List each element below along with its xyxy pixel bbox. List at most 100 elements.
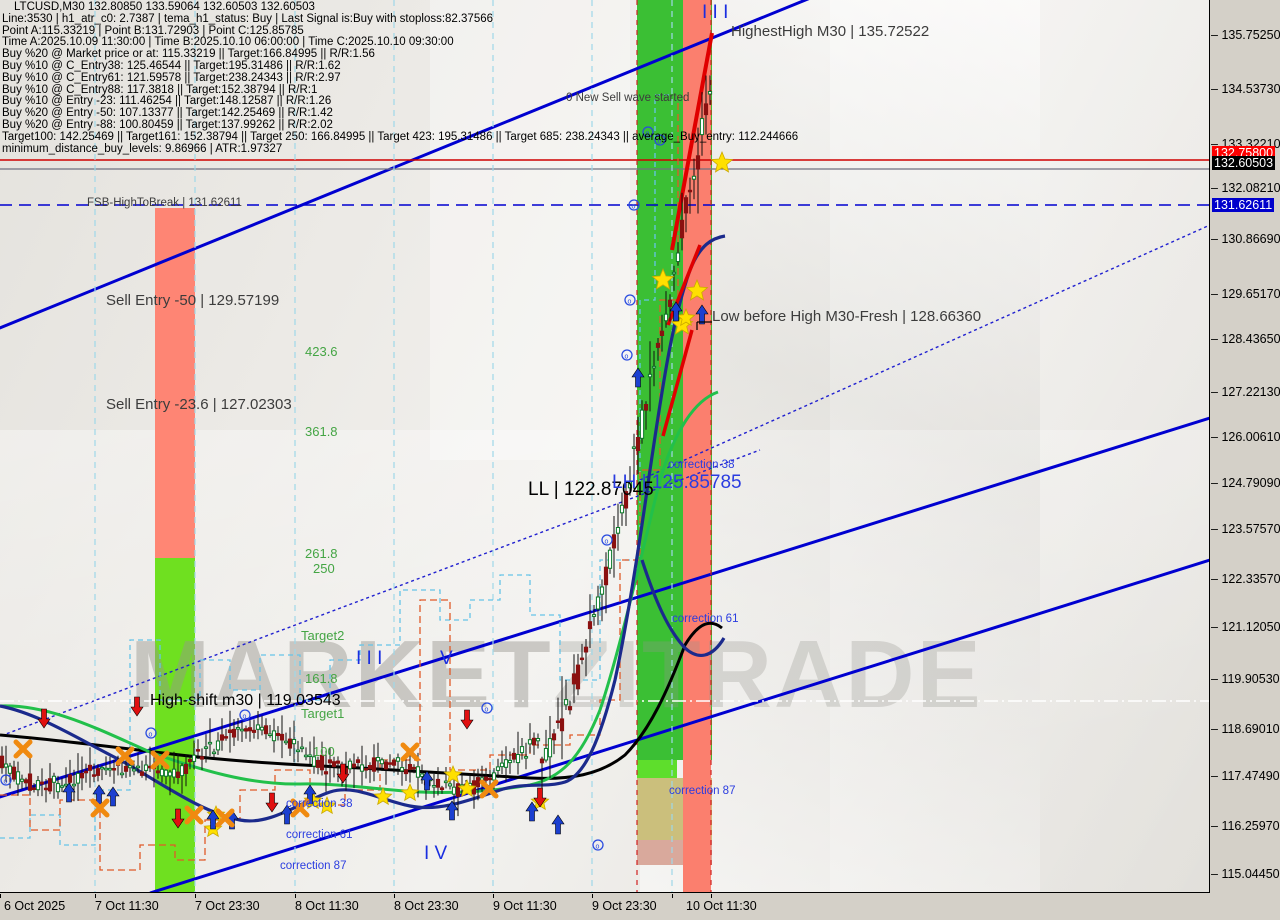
chart-plot-area[interactable]: MARKETZITRADE <box>0 0 1210 893</box>
candle-body <box>211 751 217 755</box>
fractal-circle-label: o <box>4 779 8 786</box>
candle-body <box>123 765 129 772</box>
fib-100-label: 100 <box>313 744 335 759</box>
fractal-circle-marker <box>481 702 493 714</box>
fib-423-label: 423.6 <box>305 344 338 359</box>
cross-marker <box>479 779 499 799</box>
fractal-circle-label: o <box>646 131 650 138</box>
candle-body <box>67 774 73 783</box>
candle-body <box>299 746 305 750</box>
star-marker <box>685 278 709 301</box>
candle-body <box>107 767 113 771</box>
candle-body <box>667 299 673 307</box>
candle-body <box>483 776 489 781</box>
price-axis[interactable]: – 135.75250– 134.53730– 133.32210– 132.0… <box>1211 0 1280 893</box>
correction-87-left-label: correction 87 <box>280 860 347 872</box>
arrow-up-marker <box>206 809 220 830</box>
candle-body <box>131 768 137 772</box>
candle-body <box>135 765 141 769</box>
star-marker <box>400 782 420 802</box>
cross-marker <box>90 798 110 818</box>
candle-body <box>227 729 233 733</box>
candle-body <box>703 103 709 116</box>
candle-body <box>431 785 437 788</box>
info-line: minimum_distance_buy_levels: 9.86966 | A… <box>2 142 283 155</box>
fractal-circle-marker <box>624 294 636 306</box>
candle-body <box>335 760 341 764</box>
candle-body <box>15 771 21 785</box>
correction-61-left-label: correction 61 <box>286 829 353 841</box>
candle-body <box>551 733 557 741</box>
price-label-current: 132.60503 <box>1212 156 1276 170</box>
price-tick: – 135.75250 <box>1211 28 1280 42</box>
lower-high-label: LH | 125.85785 <box>612 472 742 493</box>
fsb-high-to-break-label: FSB-HighToBreak | 131.62611 <box>87 197 242 209</box>
candle-body <box>595 596 601 610</box>
candle-body <box>295 749 301 753</box>
arrow-down-marker <box>171 808 185 829</box>
candle-body <box>323 771 329 775</box>
candle-body <box>255 724 261 730</box>
price-tick: – 128.43650 <box>1211 332 1280 346</box>
time-tick-mark <box>711 894 712 898</box>
high-shift-label: High-shift m30 | 119.03543 <box>150 692 341 709</box>
candle-body <box>39 781 45 785</box>
arrow-down-marker <box>460 709 474 730</box>
cross-marker <box>115 746 135 766</box>
candle-body <box>291 739 297 745</box>
candle-body <box>647 373 653 378</box>
symbol-header-row: LTCUSD,M30 132.80850 133.59064 132.60503… <box>14 1 315 13</box>
fractal-circle-label: o <box>658 139 662 146</box>
candle-body <box>251 729 257 733</box>
candle-body <box>95 768 101 776</box>
low-before-high-label: Low before High M30-Fresh | 128.66360 <box>712 308 982 325</box>
step-indicator-lightblue <box>0 94 672 846</box>
candle-body <box>387 762 393 765</box>
candle-body <box>635 437 641 451</box>
candlestick-layer <box>0 75 713 817</box>
candle-body <box>275 733 281 736</box>
info-line: Line:3530 | h1_atr_c0: 2.7387 | tema_h1_… <box>2 12 494 25</box>
candle-body <box>287 738 293 749</box>
candle-body <box>7 765 13 774</box>
candle-body <box>187 759 193 763</box>
candle-body <box>507 759 513 764</box>
candle-body <box>563 699 569 706</box>
candle-body <box>271 730 277 742</box>
arrow-down-marker <box>37 708 51 729</box>
candle-body <box>407 764 413 770</box>
arrow-up-marker <box>669 301 683 322</box>
candle-body <box>615 527 621 534</box>
fib-250-label: 250 <box>313 561 335 576</box>
candle-body <box>279 733 285 741</box>
candle-body <box>503 759 509 768</box>
candle-body <box>579 657 585 661</box>
candle-body <box>671 271 677 275</box>
price-tick: – 130.86690 <box>1211 232 1280 246</box>
candle-body <box>183 763 189 775</box>
candle-body <box>47 778 53 792</box>
candle-body <box>43 787 49 791</box>
candle-body <box>511 752 517 760</box>
cross-marker <box>13 739 33 759</box>
fractal-circle-label: o <box>485 707 489 714</box>
info-line: Buy %20 @ Entry -50: 107.13377 || Target… <box>2 107 333 120</box>
candle-body <box>231 728 237 738</box>
red-band-left <box>155 208 195 558</box>
green-band-right-light <box>637 760 677 778</box>
candle-body <box>631 446 637 449</box>
candle-body <box>527 739 533 745</box>
candle-body <box>267 733 273 736</box>
green-band-left <box>155 558 195 892</box>
fractal-circle-label: o <box>625 354 629 361</box>
fractal-circle-label: o <box>605 539 609 546</box>
candle-body <box>655 342 661 348</box>
time-tick-mark <box>95 894 96 898</box>
fractal-circle-marker <box>654 134 666 146</box>
time-axis[interactable]: 6 Oct 2025 7 Oct 11:30 7 Oct 23:30 8 Oct 11… <box>0 894 1210 920</box>
fib-161-label: 161.8 <box>305 671 338 686</box>
lower-low-label: LL | 122.87045 <box>528 479 654 500</box>
candle-body <box>575 664 581 690</box>
info-line: Point A:115.33219 | Point B:131.72903 | … <box>2 24 304 37</box>
